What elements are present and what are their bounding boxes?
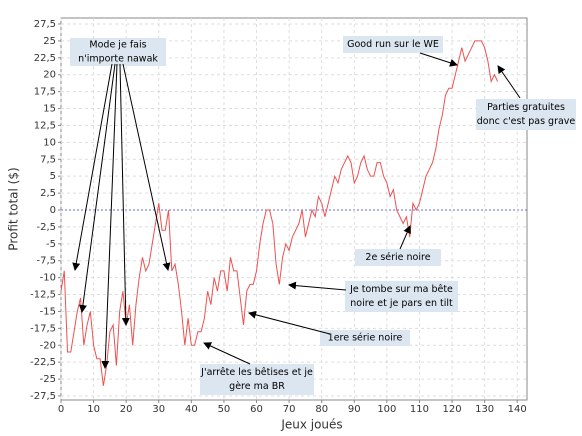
annotation-text: n'importe nawak — [78, 54, 158, 65]
annotation-text: 1ere série noire — [328, 333, 403, 344]
annotation-arrow — [399, 225, 411, 250]
annotation-text: J'arrête les bêtises et je — [200, 367, 313, 378]
y-tick-label: -12,5 — [30, 290, 56, 301]
annotation-arrow — [78, 63, 116, 313]
x-tick-label: 20 — [120, 404, 133, 415]
annotation-box — [70, 38, 166, 66]
y-tick-label: -22,5 — [30, 357, 56, 368]
y-tick-label: -17,5 — [30, 323, 56, 334]
annotation-arrow — [72, 63, 113, 271]
y-tick-label: 0 — [50, 205, 56, 216]
annotation-arrow — [119, 63, 130, 326]
data-line — [60, 40, 499, 386]
y-tick-label: 27,5 — [34, 19, 56, 30]
annotation-box — [476, 99, 576, 130]
y-tick-label: -27,5 — [30, 391, 56, 402]
x-tick-label: 0 — [58, 404, 64, 415]
annotation-arrow — [248, 310, 331, 335]
plot-area — [60, 17, 528, 401]
y-tick-label: -5 — [46, 239, 56, 250]
y-tick-label: -15 — [40, 306, 56, 317]
y-tick-label: 2,5 — [40, 188, 56, 199]
x-tick-label: 60 — [250, 404, 263, 415]
y-tick-label: 10 — [43, 137, 56, 148]
annotation-arrow — [419, 52, 458, 67]
annotation-arrow — [203, 342, 251, 365]
x-tick-label: 110 — [410, 404, 429, 415]
y-tick-label: 22,5 — [34, 53, 56, 64]
x-tick-label: 70 — [283, 404, 296, 415]
annotation-arrow — [497, 65, 521, 99]
y-tick-label: -2,5 — [36, 222, 56, 233]
y-axis-label: Profit total ($) — [7, 167, 21, 250]
annotation-text: Mode je fais — [89, 40, 146, 51]
annotation-text: 2e série noire — [365, 252, 430, 263]
y-tick-label: 7,5 — [40, 154, 56, 165]
annotation-arrow — [122, 63, 171, 271]
x-tick-label: 100 — [377, 404, 396, 415]
annotation-text: donc c'est pas grave — [477, 116, 576, 127]
x-tick-label: 80 — [315, 404, 328, 415]
annotation-text: Parties gratuites — [487, 102, 565, 113]
x-tick-label: 30 — [152, 404, 165, 415]
annotation-box — [320, 330, 410, 346]
x-tick-label: 140 — [508, 404, 527, 415]
x-tick-label: 130 — [475, 404, 494, 415]
annotation-box — [355, 249, 441, 266]
y-tick-label: -25 — [40, 374, 56, 385]
x-tick-label: 90 — [348, 404, 361, 415]
x-tick-label: 120 — [443, 404, 462, 415]
y-tick-label: 15 — [43, 104, 56, 115]
y-tick-label: 12,5 — [34, 120, 56, 131]
y-tick-label: 17,5 — [34, 87, 56, 98]
x-tick-label: 50 — [218, 404, 231, 415]
y-tick-label: -7,5 — [36, 256, 56, 267]
annotation-text: noire et je pars en tilt — [350, 298, 453, 309]
y-tick-label: -10 — [40, 273, 56, 284]
annotation-text: gère ma BR — [229, 381, 285, 392]
annotation-box — [345, 281, 458, 312]
y-tick-label: -20 — [40, 340, 56, 351]
annotation-box — [343, 36, 443, 53]
x-tick-label: 40 — [185, 404, 198, 415]
annotation-text: Je tombe sur ma bête — [349, 284, 453, 295]
annotation-arrow — [101, 63, 118, 369]
annotation-box — [200, 364, 314, 395]
annotation-arrow — [288, 281, 347, 291]
y-tick-label: 5 — [50, 171, 56, 182]
x-tick-label: 10 — [87, 404, 100, 415]
annotation-text: Good run sur le WE — [347, 39, 439, 50]
y-tick-label: 25 — [43, 36, 56, 47]
x-axis-label: Jeux joués — [280, 418, 342, 432]
y-tick-label: 20 — [43, 70, 56, 81]
